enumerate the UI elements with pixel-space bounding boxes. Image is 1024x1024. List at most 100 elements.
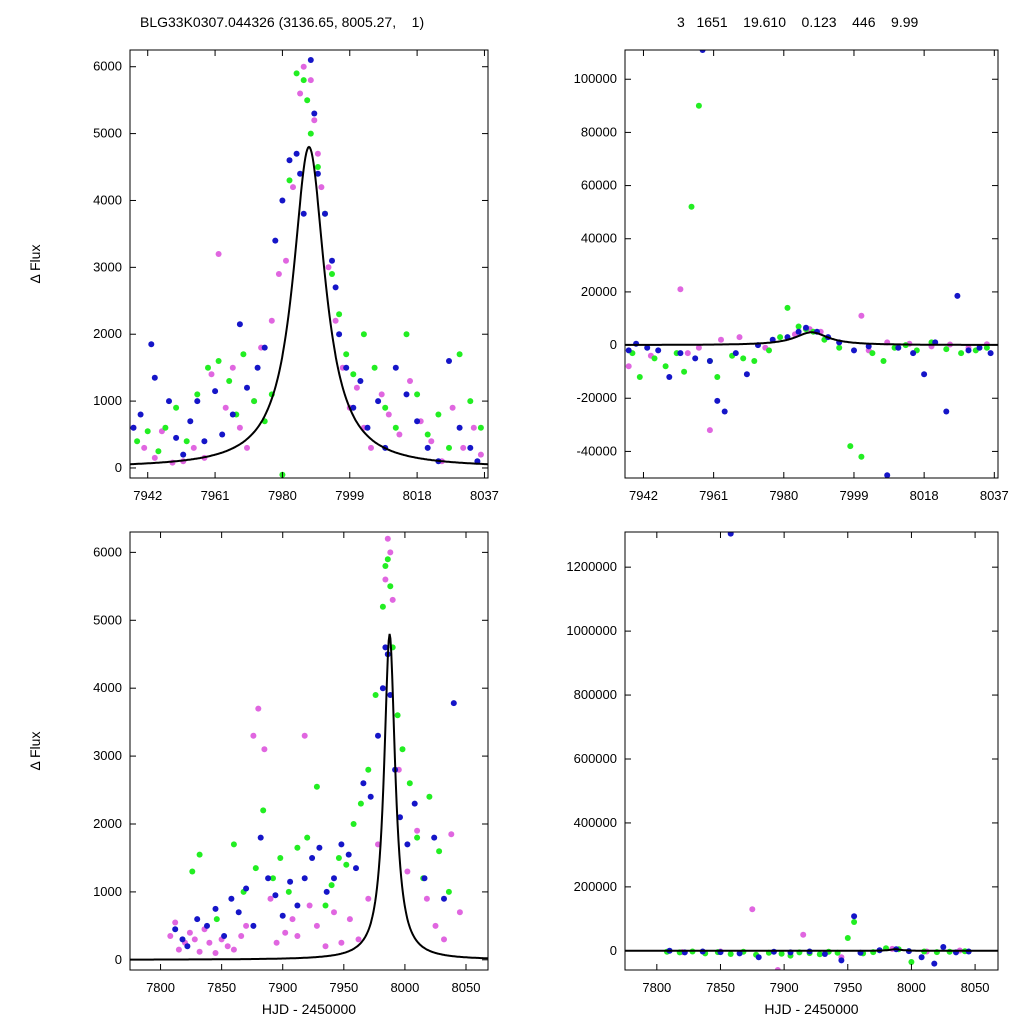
data-point-blue [727,532,734,537]
data-point-blue [431,834,438,841]
data-point-green [240,351,247,358]
data-point-magenta [389,596,396,603]
y-tick-label: 800000 [574,687,617,702]
data-point-blue [367,793,374,800]
data-point-green [384,556,391,563]
plot-panel-top-right: 7942 7961 7980 7999 8018 8037 -40000 -20000 0 200… [574,49,1009,503]
data-point-green [205,364,211,371]
data-point-blue [414,418,421,425]
data-point-magenta [322,943,329,950]
data-point-blue [261,344,268,351]
data-point-magenta [385,411,392,418]
data-point-green [213,916,220,923]
y-tick-label: -20000 [577,390,617,405]
data-point-magenta [283,257,289,264]
x-tick-label: 7950 [329,980,358,995]
data-point-magenta [190,444,197,451]
data-point-magenta [718,336,724,343]
data-point-green [304,97,311,104]
data-point-blue [137,411,144,418]
data-point-blue [201,438,208,445]
data-point-blue [343,364,350,371]
data-point-blue [297,170,304,177]
data-point-blue [166,398,172,405]
model-curve [625,948,998,952]
data-point-green [403,331,410,338]
data-point-blue [229,411,236,418]
plot-panel-top-left: 7942 7961 7980 7999 8018 8037 0 1000 2000 3000 400… [27,49,499,503]
data-point-blue [976,344,983,351]
data-point-blue [644,344,651,351]
data-point-green [382,404,389,411]
data-point-magenta [151,454,158,461]
data-point-magenta [255,705,262,712]
y-tick-label: 5000 [93,612,122,627]
data-point-magenta [294,933,301,939]
plot-frame [624,49,999,479]
data-point-blue [212,388,219,395]
data-point-blue [322,210,328,217]
data-point-magenta [289,916,296,923]
data-point-magenta [325,264,332,271]
data-point-magenta [191,936,198,943]
data-point-blue [379,685,386,692]
data-point-green [196,851,203,858]
data-point-green [313,783,320,790]
data-point-blue [732,350,739,357]
data-point-magenta [407,378,413,384]
data-point-blue [743,371,750,378]
data-point-green [194,391,201,398]
data-point-magenta [423,895,430,902]
model-curve [130,633,488,961]
data-point-blue [314,170,321,177]
data-point-magenta [774,967,781,970]
data-point-blue [721,408,728,415]
data-point-blue [235,909,242,916]
data-point-blue [345,851,352,858]
data-point-magenta [222,404,229,411]
data-point-blue [821,951,828,957]
data-point-blue [243,885,250,892]
data-point-magenta [236,424,243,431]
data-point-blue [329,257,335,264]
data-point-blue [677,350,684,357]
data-point-magenta [800,931,807,938]
data-point-green [727,951,734,957]
data-point-blue [294,902,301,909]
data-point-blue [421,875,428,882]
data-point-blue [219,431,226,438]
data-point-green [836,344,843,351]
data-point-magenta [282,929,289,936]
data-point-green [406,780,413,787]
data-point-green [343,861,350,868]
data-point-magenta [684,350,691,357]
y-tick-label: 40000 [581,231,617,246]
header-right: 3 1651 19.610 0.123 446 9.99 [677,14,919,30]
data-point-blue [293,150,300,157]
data-point-blue [865,343,872,350]
data-point-blue [272,892,279,899]
y-tick-label: 5000 [93,126,122,141]
x-axis-label: HJD - 2450000 [262,1001,356,1017]
data-point-blue [910,350,917,357]
data-point-magenta [267,895,274,902]
data-point-magenta [382,576,389,583]
data-point-blue [194,916,201,923]
data-point-blue [180,451,187,458]
y-tick-label: 1000 [93,393,122,408]
data-point-green [350,371,357,378]
data-point-magenta [346,916,353,923]
data-point-blue [404,841,411,848]
data-point-blue [838,957,845,964]
data-points [625,50,994,478]
y-tick-label: 0 [610,943,617,958]
data-point-green [307,130,314,137]
data-point-green [681,368,688,375]
data-point-blue [411,800,418,807]
data-point-blue [151,374,158,381]
data-point-green [230,841,237,848]
data-point-blue [446,358,452,364]
data-point-green [300,77,307,84]
model-curve [130,145,488,466]
data-point-magenta [230,946,237,953]
